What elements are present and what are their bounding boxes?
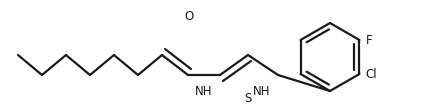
Text: Cl: Cl — [366, 68, 377, 80]
Text: NH: NH — [195, 85, 213, 98]
Text: S: S — [244, 92, 252, 105]
Text: F: F — [366, 33, 372, 47]
Text: O: O — [184, 10, 194, 24]
Text: NH: NH — [253, 85, 271, 98]
